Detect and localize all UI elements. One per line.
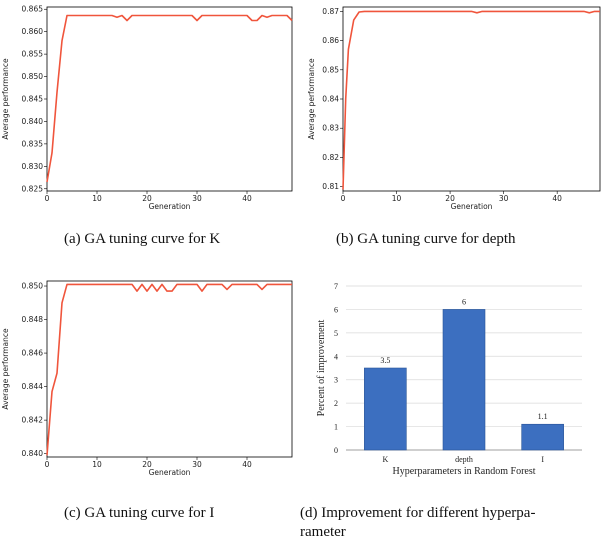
chart-b-svg: 0.81 0.82 0.83 0.84 0.85 0.86 0.87 0 10 20 30 40 Gen… [307,6,601,211]
x-tick-label: 20 [445,194,455,203]
x-tick-label: 30 [499,194,509,203]
x-tick-label: I [541,455,544,464]
chart-d: 0 1 2 3 4 5 6 7 3.5 K 6 depth 1.1 I Hyperparameters in… [306,274,606,484]
y-tick-label: 0.86 [322,36,339,45]
x-tick-label: 20 [142,194,152,203]
y-tick-label: 0.830 [22,162,44,171]
y-tick-label: 0.865 [22,5,44,14]
y-tick-label: 0.848 [22,315,44,324]
caption-a: (a) GA tuning curve for K [64,231,221,247]
x-tick-label: 30 [192,194,202,203]
bar-I [521,423,564,451]
x-tick-label: depth [455,455,473,464]
y-tick-label: 0.855 [22,50,44,59]
y-tick-label: 0.860 [22,27,44,36]
x-tick-label: 0 [45,460,50,469]
y-tick-label: 3 [334,376,338,385]
x-axis-label: Hyperparameters in Random Forest [392,466,535,477]
caption-d-line2: rameter [300,524,346,540]
bar-depth [442,309,486,451]
x-tick-label: 40 [552,194,562,203]
y-axis-label: Average performance [307,58,316,140]
chart-a-svg: 0.825 0.830 0.835 0.840 0.845 0.850 0.855 0.860… [1,5,293,211]
series-line [46,14,293,183]
plot-frame [342,6,601,192]
y-tick-label: 0.87 [322,7,339,16]
plot-frame [46,6,293,192]
y-tick-label: 0.844 [22,382,44,391]
y-tick-label: 4 [334,352,338,361]
x-tick-label: 30 [192,460,202,469]
caption-b: (b) GA tuning curve for depth [336,231,516,247]
y-axis-label: Percent of improvement [316,319,327,416]
y-tick-label: 0.825 [22,184,44,193]
y-axis-label: Average performance [1,328,10,410]
bar-K [364,367,407,451]
y-tick-label: 0.840 [22,449,44,458]
x-tick-label: 20 [142,460,152,469]
x-tick-label: 40 [242,460,252,469]
y-tick-label: 0.83 [322,124,339,133]
plot-frame [46,280,293,458]
y-tick-label: 0.82 [322,153,339,162]
x-tick-label: 40 [242,194,252,203]
bar-value-label: 6 [462,297,466,306]
y-tick-label: 7 [334,282,338,291]
bar-value-label: 3.5 [380,356,390,365]
y-tick-label: 5 [334,329,338,338]
chart-b: 0.81 0.82 0.83 0.84 0.85 0.86 0.87 0 10 20 30 40 Gen… [306,0,606,218]
bar-value-label: 1.1 [538,412,548,421]
y-tick-label: 0.845 [22,95,44,104]
x-tick-label: K [382,455,388,464]
y-tick-label: 0.84 [322,95,339,104]
x-axis-label: Generation [451,202,493,211]
y-tick-label: 6 [334,305,338,314]
x-tick-label: 0 [45,194,50,203]
y-tick-label: 0.846 [22,349,44,358]
chart-d-svg: 0 1 2 3 4 5 6 7 3.5 K 6 depth 1.1 I Hyperparameters in… [316,282,582,477]
caption-d-line1: (d) Improvement for different hyperpa- [300,505,536,521]
x-axis-label: Generation [149,468,191,477]
y-tick-label: 1 [334,423,338,432]
y-tick-label: 0 [334,446,338,455]
y-tick-label: 0.842 [22,416,44,425]
chart-c-svg: 0.840 0.842 0.844 0.846 0.848 0.850 0 10 20 30 40 G… [1,280,293,477]
series-line [46,283,292,456]
chart-c: 0.840 0.842 0.844 0.846 0.848 0.850 0 10 20 30 40 G… [0,274,300,492]
y-tick-label: 0.81 [322,182,339,191]
x-tick-label: 10 [92,460,102,469]
caption-c: (c) GA tuning curve for I [64,505,215,521]
series-line [342,10,600,190]
y-tick-label: 0.840 [22,117,44,126]
y-tick-label: 0.85 [322,65,339,74]
x-tick-label: 10 [92,194,102,203]
x-axis-label: Generation [149,202,191,211]
y-tick-label: 0.835 [22,139,44,148]
y-tick-label: 0.850 [22,72,44,81]
x-tick-label: 10 [392,194,402,203]
x-tick-label: 0 [341,194,346,203]
chart-a: 0.825 0.830 0.835 0.840 0.845 0.850 0.855 0.860… [0,0,300,218]
y-axis-label: Average performance [1,58,10,140]
y-tick-label: 0.850 [22,282,44,291]
y-tick-label: 2 [334,399,338,408]
